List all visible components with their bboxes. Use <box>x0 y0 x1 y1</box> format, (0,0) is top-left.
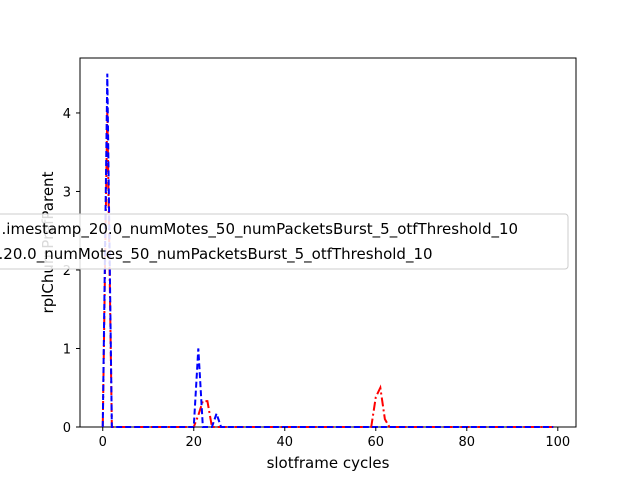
y-tick-label: 3 <box>63 185 71 200</box>
x-axis-ticks: 0 20 40 60 80 100 <box>99 427 570 450</box>
series-line-1 <box>101 73 554 428</box>
y-tick-label: 4 <box>63 107 71 122</box>
y-tick-label: 0 <box>63 421 71 436</box>
x-tick-label: 20 <box>185 435 202 450</box>
y-axis-ticks: 0 1 2 3 4 <box>63 107 80 436</box>
legend-label-red: ...imestamp_20.0_numMotes_50_numPacketsB… <box>0 220 518 239</box>
legend-box <box>0 213 569 270</box>
x-tick-label: 60 <box>368 435 385 450</box>
y-tick-label: 1 <box>63 342 71 357</box>
x-axis-label: slotframe cycles <box>267 454 390 472</box>
y-tick-label: 2 <box>63 264 71 279</box>
x-tick-label: 40 <box>276 435 293 450</box>
legend: ...imestamp_20.0_numMotes_50_numPacketsB… <box>0 213 569 270</box>
x-tick-label: 80 <box>459 435 476 450</box>
x-tick-label: 0 <box>99 435 107 450</box>
x-tick-label: 100 <box>545 435 570 450</box>
legend-label-blue: ...20.0_numMotes_50_numPacketsBurst_5_ot… <box>0 245 433 264</box>
series-layer <box>101 73 554 428</box>
